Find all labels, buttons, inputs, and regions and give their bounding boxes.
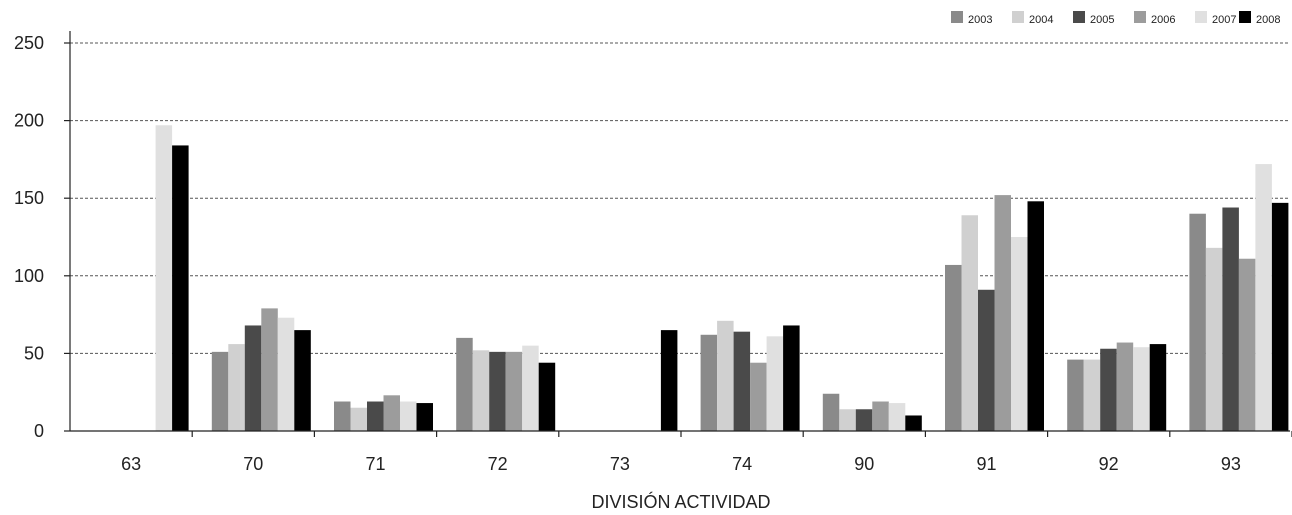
bar-70-2005 — [244, 325, 262, 431]
bar-72-2003 — [456, 337, 473, 431]
bar-92-2004 — [1083, 359, 1101, 431]
legend-label-2008: 2008 — [1256, 14, 1280, 26]
bar-90-2003 — [822, 393, 840, 431]
legend-swatch-2005 — [1073, 11, 1085, 23]
legend-label-2004: 2004 — [1029, 14, 1053, 26]
bars — [155, 125, 1289, 431]
bar-63-2007 — [155, 125, 173, 431]
bar-72-2007 — [522, 345, 539, 431]
y-tick-label: 100 — [14, 266, 44, 286]
bar-70-2007 — [277, 317, 295, 431]
bar-93-2008 — [1271, 202, 1289, 431]
x-tick-label-73: 73 — [610, 454, 630, 474]
x-axis-title: DIVISIÓN ACTIVIDAD — [591, 491, 770, 512]
bar-70-2008 — [294, 330, 311, 431]
legend-label-2003: 2003 — [968, 14, 992, 26]
x-tick-label-71: 71 — [365, 454, 385, 474]
bar-91-2005 — [978, 289, 995, 431]
bar-74-2003 — [700, 334, 718, 431]
x-tick-label-90: 90 — [854, 454, 874, 474]
x-tick-label-63: 63 — [121, 454, 141, 474]
bar-91-2006 — [994, 195, 1011, 431]
legend: 2003 2004 2005 2006 2007 2008 — [951, 11, 1280, 26]
bar-73-2008 — [660, 330, 678, 431]
bar-74-2008 — [783, 325, 800, 431]
legend-swatch-2004 — [1012, 11, 1024, 23]
bar-71-2007 — [400, 401, 417, 431]
x-tick-label-91: 91 — [976, 454, 996, 474]
x-tick-label-92: 92 — [1099, 454, 1119, 474]
bar-70-2003 — [211, 351, 229, 431]
legend-swatch-2007 — [1195, 11, 1207, 23]
bar-71-2003 — [334, 401, 351, 431]
y-tick-label: 0 — [34, 421, 44, 441]
bar-91-2007 — [1011, 237, 1028, 431]
bar-93-2007 — [1255, 164, 1272, 431]
bar-93-2006 — [1238, 258, 1256, 431]
bar-93-2005 — [1222, 207, 1239, 431]
bar-71-2004 — [350, 407, 367, 431]
bar-72-2008 — [538, 362, 556, 431]
y-tick-label: 250 — [14, 33, 44, 53]
bar-92-2005 — [1100, 348, 1117, 431]
legend-swatch-2008 — [1239, 11, 1251, 23]
bar-90-2008 — [905, 415, 922, 431]
bar-74-2007 — [766, 336, 784, 431]
bar-91-2008 — [1027, 201, 1044, 431]
bar-71-2006 — [383, 395, 400, 431]
bar-74-2005 — [733, 331, 751, 431]
bar-91-2003 — [945, 264, 962, 431]
bar-71-2005 — [367, 401, 384, 431]
legend-label-2007: 2007 — [1212, 14, 1236, 26]
x-tick-label-93: 93 — [1221, 454, 1241, 474]
bar-63-2008 — [172, 145, 189, 431]
y-tick-label: 50 — [24, 343, 44, 363]
bar-92-2006 — [1116, 342, 1134, 431]
bar-93-2004 — [1205, 247, 1223, 431]
bar-72-2006 — [505, 351, 523, 431]
legend-swatch-2003 — [951, 11, 963, 23]
x-tick-label-70: 70 — [243, 454, 263, 474]
bar-93-2003 — [1189, 213, 1206, 431]
axes: 0 50 100 150 200 250 63 70 71 72 73 74 90 91 92 93 — [14, 31, 1292, 474]
legend-label-2005: 2005 — [1090, 14, 1114, 26]
bar-90-2005 — [855, 409, 873, 431]
bar-71-2008 — [416, 403, 433, 431]
bar-90-2007 — [888, 403, 906, 431]
bar-72-2005 — [489, 351, 506, 431]
bar-72-2004 — [472, 350, 490, 431]
legend-label-2006: 2006 — [1151, 14, 1175, 26]
bar-70-2004 — [228, 344, 245, 431]
bar-91-2004 — [961, 215, 978, 431]
bar-90-2006 — [872, 401, 889, 431]
y-tick-label: 200 — [14, 111, 44, 131]
x-tick-label-74: 74 — [732, 454, 752, 474]
gridlines — [70, 42, 1290, 354]
bar-92-2008 — [1149, 344, 1167, 431]
bar-74-2006 — [750, 362, 767, 431]
bar-70-2006 — [261, 308, 278, 431]
bar-92-2003 — [1067, 359, 1084, 431]
bar-92-2007 — [1133, 347, 1150, 431]
x-tick-label-72: 72 — [488, 454, 508, 474]
legend-swatch-2006 — [1134, 11, 1146, 23]
y-tick-label: 150 — [14, 188, 44, 208]
bar-90-2004 — [839, 409, 856, 431]
bar-74-2004 — [717, 320, 734, 431]
